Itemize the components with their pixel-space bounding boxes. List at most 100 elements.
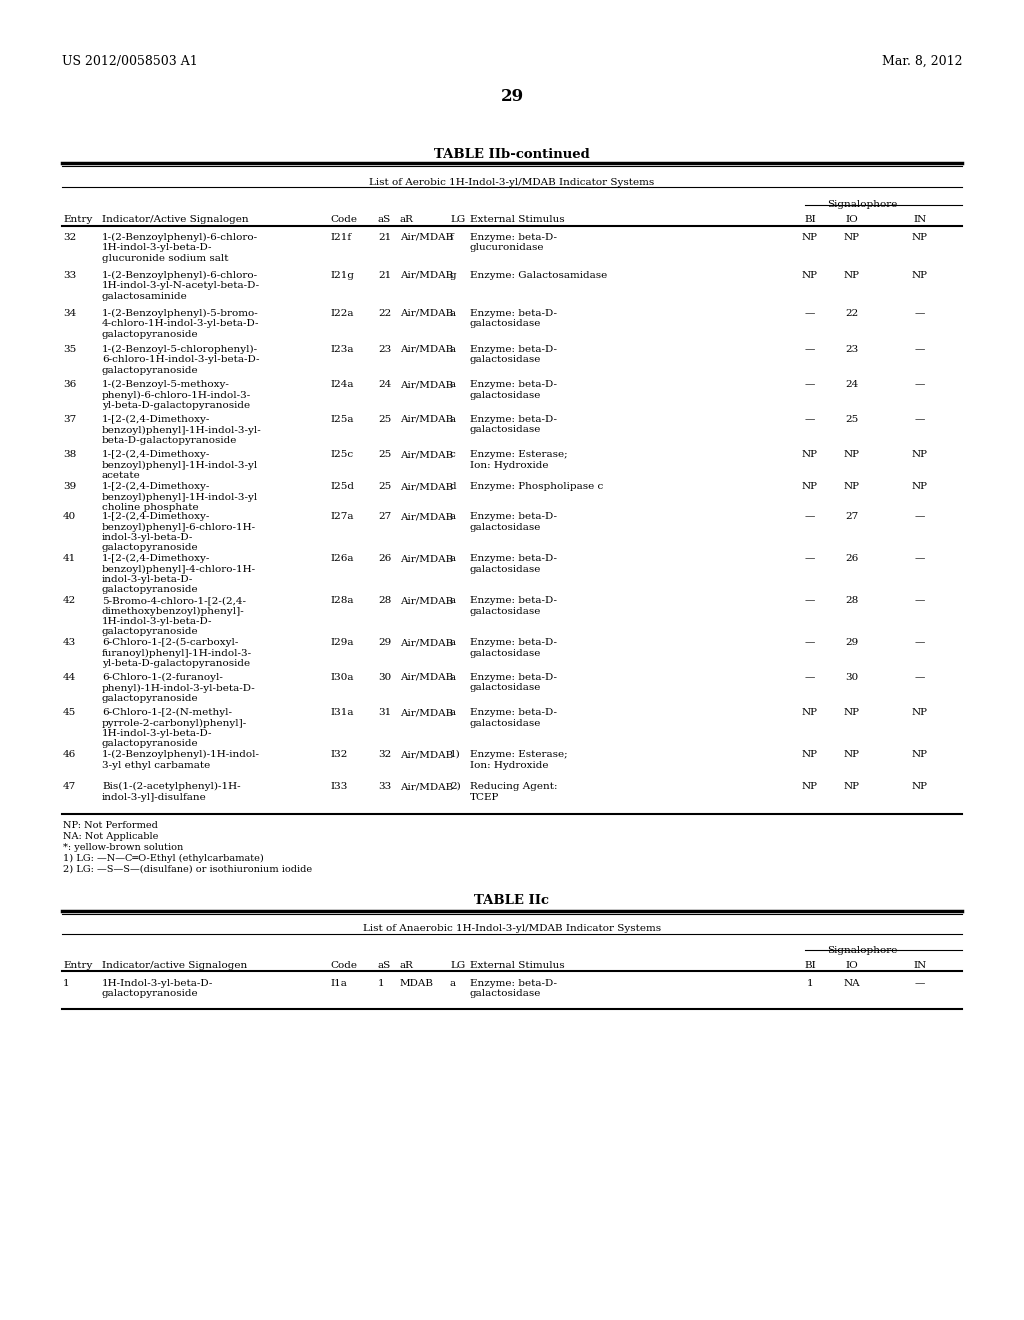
- Text: Air/MDAB: Air/MDAB: [400, 414, 454, 424]
- Text: 31: 31: [378, 708, 391, 717]
- Text: 1: 1: [378, 979, 385, 987]
- Text: BI: BI: [804, 961, 816, 970]
- Text: —: —: [914, 673, 926, 682]
- Text: 5-Bromo-4-chloro-1-[2-(2,4-: 5-Bromo-4-chloro-1-[2-(2,4-: [102, 597, 246, 605]
- Text: galactopyranoside: galactopyranoside: [102, 586, 199, 594]
- Text: LG: LG: [450, 215, 465, 224]
- Text: NP: NP: [912, 234, 928, 242]
- Text: a: a: [450, 309, 456, 318]
- Text: 37: 37: [63, 414, 76, 424]
- Text: 28: 28: [846, 597, 859, 605]
- Text: 22: 22: [378, 309, 391, 318]
- Text: NP: NP: [912, 781, 928, 791]
- Text: Indicator/active Signalogen: Indicator/active Signalogen: [102, 961, 247, 970]
- Text: galactopyranoside: galactopyranoside: [102, 694, 199, 704]
- Text: 6-chloro-1H-indol-3-yl-beta-D-: 6-chloro-1H-indol-3-yl-beta-D-: [102, 355, 259, 364]
- Text: a: a: [450, 414, 456, 424]
- Text: NP: NP: [844, 781, 860, 791]
- Text: galactopyranoside: galactopyranoside: [102, 739, 199, 748]
- Text: I21f: I21f: [330, 234, 351, 242]
- Text: Signalophore: Signalophore: [826, 201, 897, 209]
- Text: Reducing Agent:: Reducing Agent:: [470, 781, 557, 791]
- Text: NP: NP: [912, 450, 928, 459]
- Text: galactosidase: galactosidase: [470, 319, 542, 329]
- Text: NP: NP: [802, 781, 818, 791]
- Text: —: —: [914, 554, 926, 564]
- Text: List of Anaerobic 1H-Indol-3-yl/MDAB Indicator Systems: List of Anaerobic 1H-Indol-3-yl/MDAB Ind…: [362, 924, 662, 933]
- Text: Air/MDAB: Air/MDAB: [400, 234, 454, 242]
- Text: Enzyme: beta-D-: Enzyme: beta-D-: [470, 309, 557, 318]
- Text: NP: NP: [802, 271, 818, 280]
- Text: —: —: [914, 380, 926, 389]
- Text: IO: IO: [846, 215, 858, 224]
- Text: galactopyranoside: galactopyranoside: [102, 366, 199, 375]
- Text: NP: NP: [802, 482, 818, 491]
- Text: —: —: [914, 638, 926, 647]
- Text: IN: IN: [913, 961, 927, 970]
- Text: Air/MDAB: Air/MDAB: [400, 673, 454, 682]
- Text: 47: 47: [63, 781, 76, 791]
- Text: a: a: [450, 673, 456, 682]
- Text: galactopyranoside: galactopyranoside: [102, 627, 199, 636]
- Text: —: —: [914, 414, 926, 424]
- Text: pyrrole-2-carbonyl)phenyl]-: pyrrole-2-carbonyl)phenyl]-: [102, 718, 247, 727]
- Text: 21: 21: [378, 271, 391, 280]
- Text: a: a: [450, 979, 456, 987]
- Text: yl-beta-D-galactopyranoside: yl-beta-D-galactopyranoside: [102, 659, 250, 668]
- Text: I25d: I25d: [330, 482, 354, 491]
- Text: a: a: [450, 380, 456, 389]
- Text: External Stimulus: External Stimulus: [470, 961, 564, 970]
- Text: IN: IN: [913, 215, 927, 224]
- Text: NP: NP: [844, 234, 860, 242]
- Text: Air/MDAB: Air/MDAB: [400, 482, 454, 491]
- Text: NP: NP: [912, 271, 928, 280]
- Text: 27: 27: [378, 512, 391, 521]
- Text: Air/MDAB: Air/MDAB: [400, 750, 454, 759]
- Text: Enzyme: beta-D-: Enzyme: beta-D-: [470, 554, 557, 564]
- Text: I24a: I24a: [330, 380, 353, 389]
- Text: 25: 25: [378, 482, 391, 491]
- Text: NP: NP: [912, 750, 928, 759]
- Text: benzoyl)phenyl]-1H-indol-3-yl: benzoyl)phenyl]-1H-indol-3-yl: [102, 461, 258, 470]
- Text: 25: 25: [378, 450, 391, 459]
- Text: NP: NP: [912, 708, 928, 717]
- Text: LG: LG: [450, 961, 465, 970]
- Text: 34: 34: [63, 309, 76, 318]
- Text: f: f: [450, 234, 454, 242]
- Text: —: —: [805, 597, 815, 605]
- Text: phenyl)-1H-indol-3-yl-beta-D-: phenyl)-1H-indol-3-yl-beta-D-: [102, 684, 256, 693]
- Text: I22a: I22a: [330, 309, 353, 318]
- Text: acetate: acetate: [102, 471, 140, 480]
- Text: MDAB: MDAB: [400, 979, 434, 987]
- Text: benzoyl)phenyl]-4-chloro-1H-: benzoyl)phenyl]-4-chloro-1H-: [102, 565, 256, 574]
- Text: a: a: [450, 554, 456, 564]
- Text: beta-D-galactopyranoside: beta-D-galactopyranoside: [102, 436, 238, 445]
- Text: 24: 24: [378, 380, 391, 389]
- Text: a: a: [450, 597, 456, 605]
- Text: I30a: I30a: [330, 673, 353, 682]
- Text: 29: 29: [378, 638, 391, 647]
- Text: 1H-indol-3-yl-N-acetyl-beta-D-: 1H-indol-3-yl-N-acetyl-beta-D-: [102, 281, 260, 290]
- Text: galactosidase: galactosidase: [470, 391, 542, 400]
- Text: Entry: Entry: [63, 961, 92, 970]
- Text: Indicator/Active Signalogen: Indicator/Active Signalogen: [102, 215, 249, 224]
- Text: Air/MDAB: Air/MDAB: [400, 554, 454, 564]
- Text: Enzyme: Esterase;: Enzyme: Esterase;: [470, 450, 567, 459]
- Text: glucuronidase: glucuronidase: [470, 243, 545, 252]
- Text: g: g: [450, 271, 457, 280]
- Text: 22: 22: [846, 309, 859, 318]
- Text: 1-(2-Benzoyl-5-methoxy-: 1-(2-Benzoyl-5-methoxy-: [102, 380, 229, 389]
- Text: choline phosphate: choline phosphate: [102, 503, 199, 512]
- Text: Enzyme: beta-D-: Enzyme: beta-D-: [470, 673, 557, 682]
- Text: NP: NP: [802, 450, 818, 459]
- Text: 1-[2-(2,4-Dimethoxy-: 1-[2-(2,4-Dimethoxy-: [102, 450, 210, 459]
- Text: —: —: [805, 414, 815, 424]
- Text: 44: 44: [63, 673, 76, 682]
- Text: NP: NP: [802, 750, 818, 759]
- Text: 33: 33: [63, 271, 76, 280]
- Text: Air/MDAB: Air/MDAB: [400, 638, 454, 647]
- Text: 1H-indol-3-yl-beta-D-: 1H-indol-3-yl-beta-D-: [102, 616, 213, 626]
- Text: galactosidase: galactosidase: [470, 990, 542, 998]
- Text: —: —: [805, 673, 815, 682]
- Text: Enzyme: beta-D-: Enzyme: beta-D-: [470, 979, 557, 987]
